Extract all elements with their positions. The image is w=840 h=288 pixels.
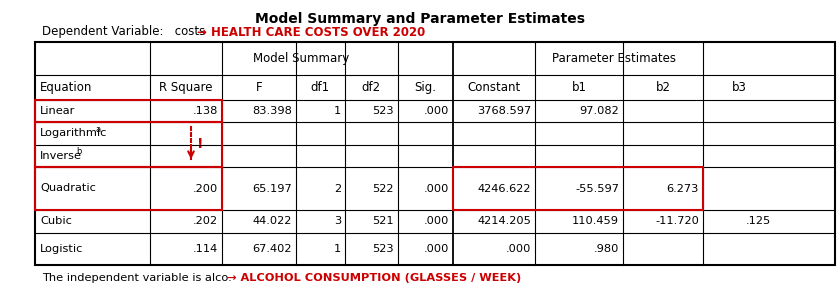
Text: 4214.205: 4214.205 <box>477 217 531 226</box>
Text: F: F <box>255 81 262 94</box>
Text: → ALCOHOL CONSUMPTION (GLASSES / WEEK): → ALCOHOL CONSUMPTION (GLASSES / WEEK) <box>227 273 522 283</box>
Text: 65.197: 65.197 <box>252 183 292 194</box>
Text: 522: 522 <box>372 183 394 194</box>
Text: !: ! <box>197 137 203 151</box>
Text: 44.022: 44.022 <box>253 217 292 226</box>
Text: .980: .980 <box>594 244 619 254</box>
Text: -55.597: -55.597 <box>575 183 619 194</box>
Text: Quadratic: Quadratic <box>40 183 96 194</box>
Text: 3: 3 <box>333 217 341 226</box>
Bar <box>35 42 835 265</box>
Text: 3768.597: 3768.597 <box>477 106 531 116</box>
Text: -11.720: -11.720 <box>655 217 699 226</box>
Text: b: b <box>76 147 81 156</box>
Text: 67.402: 67.402 <box>253 244 292 254</box>
Text: R Square: R Square <box>160 81 213 94</box>
Text: a: a <box>96 125 101 134</box>
Text: 1: 1 <box>333 244 341 254</box>
Text: df1: df1 <box>311 81 329 94</box>
Text: 1: 1 <box>333 106 341 116</box>
Text: Parameter Estimates: Parameter Estimates <box>552 52 676 65</box>
Text: 521: 521 <box>372 217 394 226</box>
Text: 523: 523 <box>372 106 394 116</box>
Text: Equation: Equation <box>40 81 92 94</box>
Text: .202: .202 <box>193 217 218 226</box>
Text: Model Summary and Parameter Estimates: Model Summary and Parameter Estimates <box>255 12 585 26</box>
Text: .114: .114 <box>192 244 218 254</box>
Text: .000: .000 <box>423 217 449 226</box>
Text: b1: b1 <box>571 81 586 94</box>
Text: 110.459: 110.459 <box>572 217 619 226</box>
Text: Model Summary: Model Summary <box>254 52 349 65</box>
Text: .000: .000 <box>423 183 449 194</box>
Text: .138: .138 <box>192 106 218 116</box>
Text: 97.082: 97.082 <box>580 106 619 116</box>
Text: .000: .000 <box>423 106 449 116</box>
Text: → HEALTH CARE COSTS OVER 2020: → HEALTH CARE COSTS OVER 2020 <box>197 26 425 39</box>
Text: Cubic: Cubic <box>40 217 72 226</box>
Text: The independent variable is alco.: The independent variable is alco. <box>42 273 232 283</box>
Bar <box>35 167 222 210</box>
Text: .125: .125 <box>746 217 771 226</box>
Text: 83.398: 83.398 <box>252 106 292 116</box>
Text: Sig.: Sig. <box>414 81 436 94</box>
Bar <box>35 122 222 167</box>
Text: Constant: Constant <box>467 81 521 94</box>
Text: .000: .000 <box>506 244 531 254</box>
Text: .000: .000 <box>423 244 449 254</box>
Text: Inverse: Inverse <box>40 151 82 161</box>
Text: b2: b2 <box>655 81 670 94</box>
Text: Logarithmic: Logarithmic <box>40 128 108 139</box>
Text: 2: 2 <box>333 183 341 194</box>
Text: Dependent Variable:   costs: Dependent Variable: costs <box>42 26 209 39</box>
Bar <box>453 167 703 210</box>
Text: 6.273: 6.273 <box>667 183 699 194</box>
Text: .200: .200 <box>192 183 218 194</box>
Text: b3: b3 <box>732 81 747 94</box>
Text: 4246.622: 4246.622 <box>477 183 531 194</box>
Text: df2: df2 <box>361 81 381 94</box>
Text: Logistic: Logistic <box>40 244 83 254</box>
Bar <box>35 100 222 122</box>
Text: Linear: Linear <box>40 106 76 116</box>
Text: 523: 523 <box>372 244 394 254</box>
